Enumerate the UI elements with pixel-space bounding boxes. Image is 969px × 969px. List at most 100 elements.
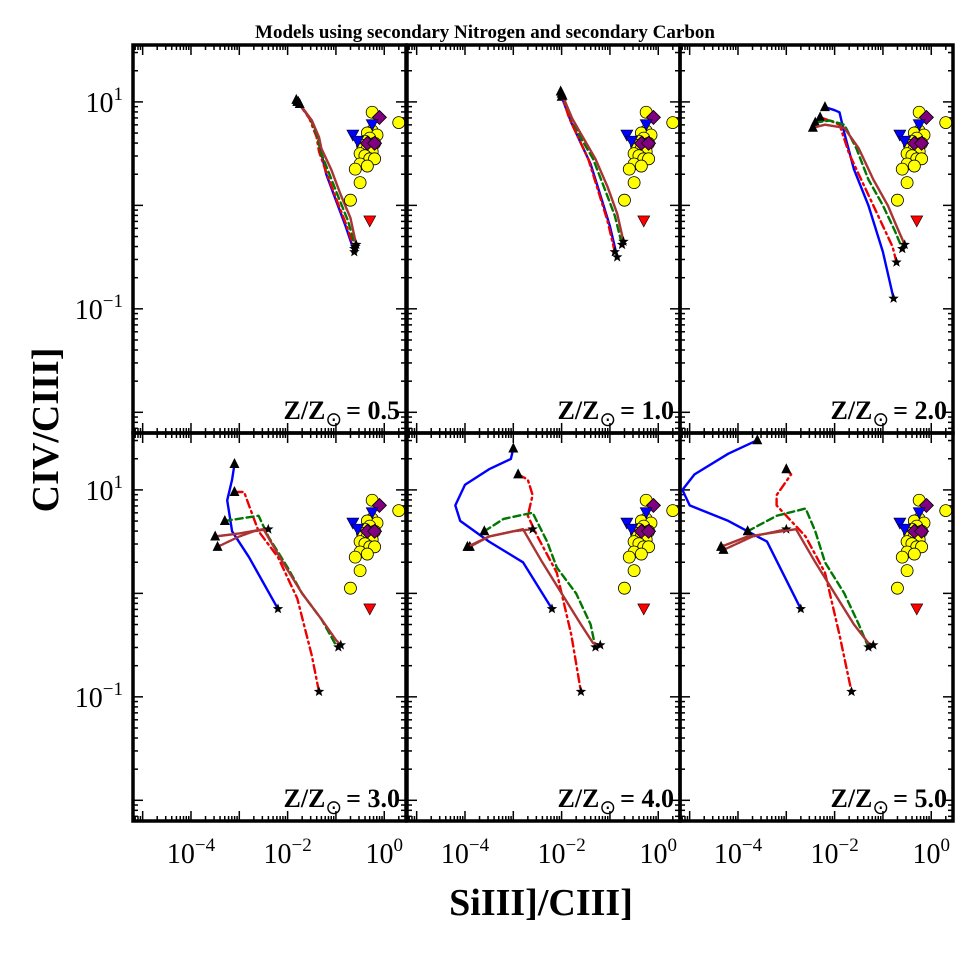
start-triangle-marker xyxy=(716,540,727,551)
start-triangle-marker xyxy=(513,468,524,479)
observation-circle xyxy=(900,176,914,190)
end-star-marker xyxy=(546,603,558,614)
sun-symbol: ⊙ xyxy=(872,797,889,819)
x-tick-label: 10−4 xyxy=(167,835,216,870)
chart-title: Models using secondary Nitrogen and seco… xyxy=(255,22,715,43)
x-tick-label: 100 xyxy=(640,835,678,870)
observation-red-triangle xyxy=(637,215,651,228)
tick-base: 10 xyxy=(167,839,195,870)
tick-exponent: −4 xyxy=(195,835,216,856)
sun-symbol: ⊙ xyxy=(599,409,616,431)
end-star-marker xyxy=(891,256,902,267)
observation-diamond xyxy=(367,523,383,539)
observation-red-triangle xyxy=(910,603,924,616)
metallicity-label-value: = 2.0 xyxy=(893,396,947,425)
end-star-marker xyxy=(590,641,601,652)
start-triangle-marker xyxy=(229,485,240,496)
observation-circle xyxy=(392,504,406,518)
metallicity-label: Z/Z⊙ = 2.0 xyxy=(830,396,947,431)
tick-base: 10 xyxy=(75,295,103,326)
observation-circle xyxy=(895,550,909,564)
series-blue-solid xyxy=(454,447,554,611)
tick-marks xyxy=(133,433,406,821)
observation-circle xyxy=(627,176,641,190)
tick-exponent: 1 xyxy=(114,472,124,493)
observation-blue-triangle xyxy=(620,129,634,142)
tick-exponent: −4 xyxy=(469,835,490,856)
observation-blue-triangle xyxy=(912,507,926,520)
observation-blue-triangle xyxy=(351,523,365,536)
tick-exponent: 0 xyxy=(941,835,951,856)
observation-red-triangle xyxy=(363,603,377,616)
metallicity-label-value: = 0.5 xyxy=(346,396,400,425)
start-triangle-marker xyxy=(781,463,792,474)
observation-blue-triangle xyxy=(639,507,653,520)
tick-exponent: −1 xyxy=(103,679,123,700)
x-tick-label: 10−2 xyxy=(264,835,312,870)
tick-base: 10 xyxy=(538,839,566,870)
plot-area xyxy=(210,458,406,697)
observation-circle xyxy=(360,159,374,173)
end-star-marker xyxy=(795,603,806,614)
observation-circle xyxy=(666,116,680,129)
series-green-dashed xyxy=(746,507,870,649)
y-tick-label: 101 xyxy=(86,84,124,119)
observation-circle xyxy=(344,581,357,595)
start-triangle-marker xyxy=(815,111,826,122)
observation-circle xyxy=(353,564,367,578)
observation-blue-triangle xyxy=(898,135,912,148)
tick-base: 10 xyxy=(441,839,469,870)
observation-red-triangle xyxy=(910,215,924,228)
series-red-dashdot xyxy=(516,473,583,693)
observation-blue-triangle xyxy=(625,523,639,536)
metallicity-label-text: Z/Z xyxy=(830,396,872,425)
x-tick-label: 10−4 xyxy=(441,835,490,870)
tick-base: 10 xyxy=(640,839,668,870)
tick-base: 10 xyxy=(913,839,941,870)
panel-frame xyxy=(678,43,955,435)
x-axis-label: SiIII]/CIII] xyxy=(449,882,633,924)
tick-exponent: −2 xyxy=(566,835,586,856)
plot-area xyxy=(681,434,953,697)
end-star-marker xyxy=(846,686,857,697)
observation-blue-triangle xyxy=(912,119,926,132)
series-brown-solid xyxy=(811,123,906,246)
x-tick-label: 10−2 xyxy=(811,835,859,870)
end-star-marker xyxy=(612,251,623,262)
observation-circle xyxy=(348,550,362,564)
end-star-marker xyxy=(899,239,910,250)
observation-blue-triangle xyxy=(893,129,907,142)
panel-2: Z/Z⊙ = 1.0 xyxy=(405,43,682,435)
tick-exponent: −2 xyxy=(839,835,859,856)
sun-symbol: ⊙ xyxy=(325,797,342,819)
observation-diamond xyxy=(645,497,661,513)
series-blue-solid xyxy=(296,100,356,254)
x-tick-label: 10−4 xyxy=(714,835,763,870)
series-brown-solid xyxy=(561,94,625,243)
tick-exponent: −1 xyxy=(103,291,123,312)
observation-diamond xyxy=(367,135,383,151)
y-tick-label: 10−1 xyxy=(75,679,123,714)
series-green-dashed xyxy=(483,511,597,649)
series-red-dashdot xyxy=(559,90,616,254)
tick-exponent: −2 xyxy=(292,835,312,856)
sun-symbol: ⊙ xyxy=(872,409,889,431)
start-triangle-marker xyxy=(479,525,490,536)
sun-symbol: ⊙ xyxy=(325,409,342,431)
y-axis-label: CIV/CIII] xyxy=(25,348,67,513)
series-brown-solid xyxy=(213,528,342,647)
observation-circle xyxy=(900,564,914,578)
end-star-marker xyxy=(333,641,344,652)
tick-base: 10 xyxy=(366,839,394,870)
y-tick-label: 10−1 xyxy=(75,291,123,326)
end-star-marker xyxy=(868,639,879,650)
observation-blue-triangle xyxy=(625,135,639,148)
start-triangle-marker xyxy=(752,434,763,445)
observation-diamond xyxy=(641,135,657,151)
observation-blue-triangle xyxy=(893,517,907,530)
metallicity-label-value: = 1.0 xyxy=(620,396,674,425)
observation-circle xyxy=(618,581,631,595)
observation-circle xyxy=(348,162,362,176)
